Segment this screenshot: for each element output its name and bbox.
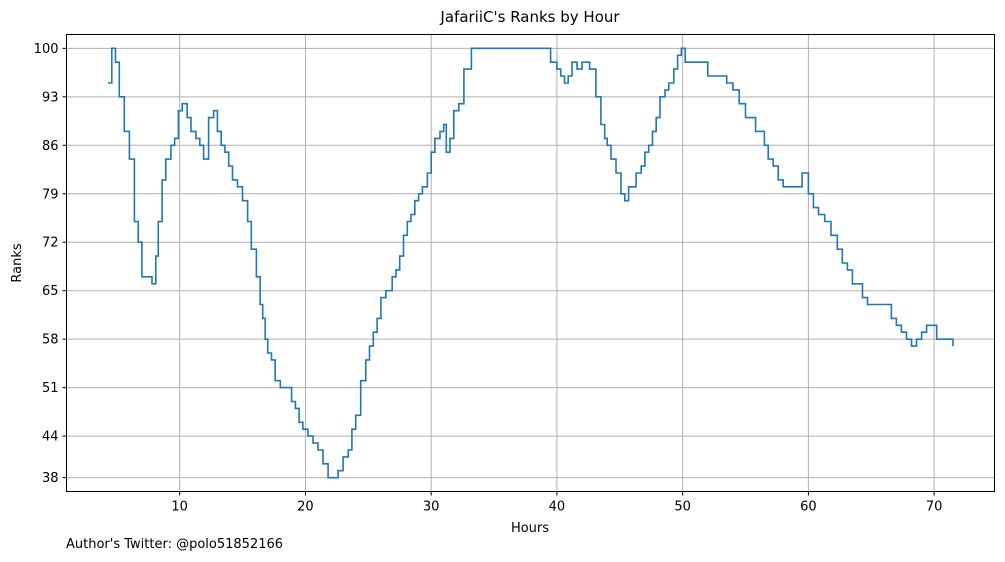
x-axis-title: Hours xyxy=(511,521,549,536)
y-tick-label: 86 xyxy=(42,139,59,154)
rank-step-line xyxy=(108,47,954,479)
plot-background xyxy=(66,34,995,492)
x-tick-label: 20 xyxy=(297,500,314,515)
y-tick-label: 79 xyxy=(42,187,59,202)
author-credit: Author's Twitter: @polo51852166 xyxy=(66,537,284,552)
y-tick-label: 38 xyxy=(42,471,59,486)
y-tick-label: 72 xyxy=(42,236,59,251)
x-gridlines xyxy=(179,34,935,492)
chart-title: JafariiC's Ranks by Hour xyxy=(439,8,620,26)
x-tick-label: 40 xyxy=(549,500,566,515)
x-tick-label: 30 xyxy=(423,500,440,515)
x-tick-label: 10 xyxy=(171,500,188,515)
x-tick-label: 60 xyxy=(800,500,817,515)
y-tick-label: 93 xyxy=(42,90,59,105)
y-axis-title: Ranks xyxy=(10,243,25,282)
y-tick-label: 58 xyxy=(42,333,59,348)
y-tick-label: 44 xyxy=(42,430,59,445)
x-axis-ticks: 10 20 30 40 50 60 70 xyxy=(171,491,943,515)
x-tick-label: 70 xyxy=(926,500,943,515)
y-tick-label: 51 xyxy=(42,381,59,396)
y-axis-ticks: 38 44 51 58 65 72 79 86 93 100 xyxy=(34,42,67,486)
x-tick-label: 50 xyxy=(674,500,691,515)
y-tick-label: 100 xyxy=(34,42,59,57)
plot-frame xyxy=(66,34,995,492)
y-tick-label: 65 xyxy=(42,284,59,299)
